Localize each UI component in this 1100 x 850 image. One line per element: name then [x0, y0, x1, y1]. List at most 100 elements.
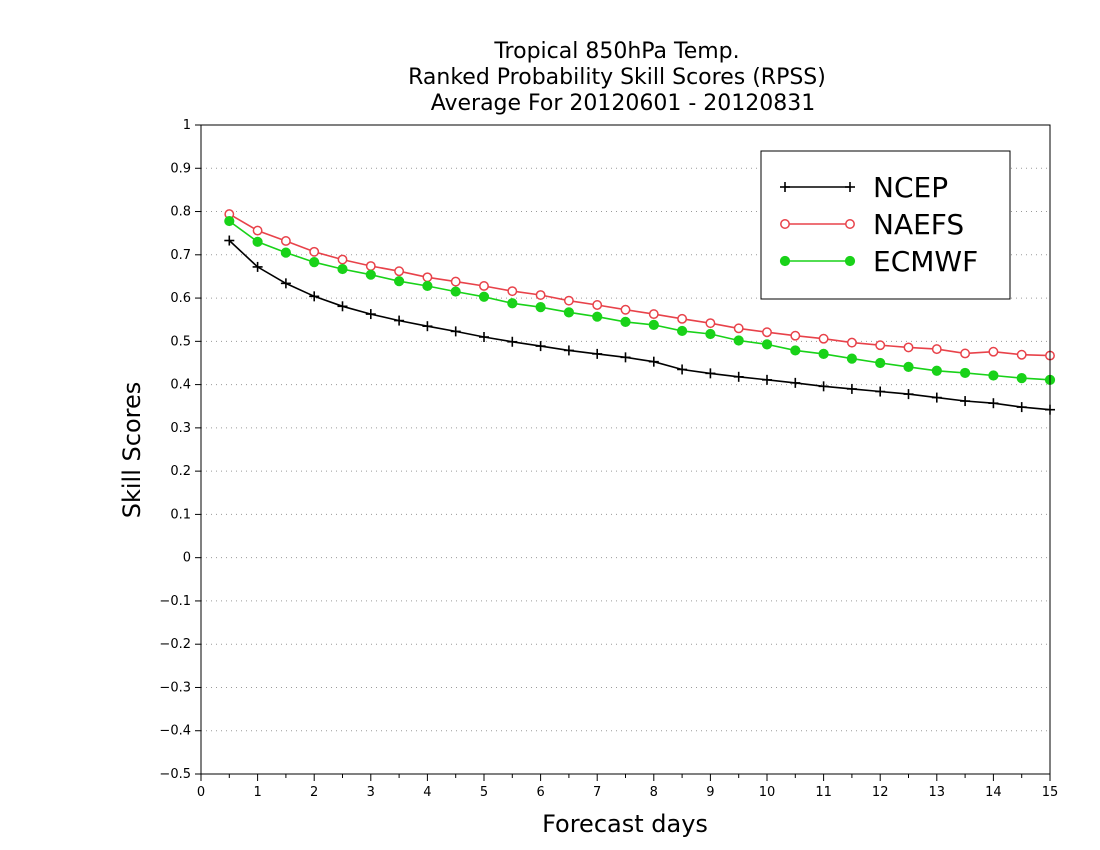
legend-item-ecmwf: ECMWF — [779, 245, 978, 278]
data-point-ecmwf — [365, 269, 376, 280]
data-point-ecmwf — [535, 302, 546, 313]
legend-label-naefs: NAEFS — [873, 208, 964, 241]
data-point-naefs — [931, 344, 942, 355]
data-point-naefs — [846, 337, 857, 348]
y-axis-label: Skill Scores — [118, 382, 146, 519]
legend-item-naefs: NAEFS — [780, 208, 964, 241]
data-point-naefs — [1016, 349, 1027, 360]
data-point-ecmwf — [931, 365, 942, 376]
data-point-ecmwf — [620, 316, 631, 327]
data-point-ecmwf — [705, 328, 716, 340]
x-tick-label: 15 — [1042, 785, 1059, 800]
data-point-naefs — [337, 254, 348, 265]
legend-label-ecmwf: ECMWF — [873, 245, 978, 278]
x-tick-label: 12 — [872, 785, 889, 800]
axis-ticks — [195, 124, 1051, 781]
data-point-ecmwf — [960, 367, 971, 379]
x-tick-label: 1 — [253, 785, 261, 800]
data-point-ecmwf — [507, 298, 518, 309]
legend-marker — [844, 255, 856, 267]
data-point-ncep — [422, 321, 433, 332]
title-line-2: Ranked Probability Skill Scores (RPSS) — [408, 65, 826, 90]
x-tick-label: 5 — [480, 785, 488, 800]
data-point-naefs — [280, 236, 291, 246]
x-tick-label: 9 — [706, 785, 714, 800]
data-point-ncep — [903, 389, 914, 400]
data-point-ecmwf — [450, 286, 461, 297]
data-point-ncep — [252, 261, 263, 272]
x-tick-label: 6 — [536, 785, 544, 800]
series-ecmwf — [224, 215, 1056, 385]
data-point-ncep — [563, 345, 574, 356]
data-point-ncep — [365, 309, 376, 320]
series-naefs — [224, 209, 1055, 361]
data-point-ncep — [1016, 402, 1027, 413]
data-point-naefs — [733, 323, 744, 334]
legend-box — [760, 150, 1011, 300]
title-line-3: Average For 20120601 - 20120831 — [431, 91, 816, 116]
data-point-ncep — [988, 398, 999, 409]
data-point-ncep — [790, 377, 801, 388]
data-point-ecmwf — [422, 280, 433, 292]
y-tick-label: 0.3 — [170, 421, 191, 436]
data-point-ecmwf — [224, 215, 235, 227]
title-line-1: Tropical 850hPa Temp. — [493, 39, 739, 64]
y-tick-label: 0.1 — [170, 507, 191, 522]
data-point-naefs — [507, 286, 518, 297]
data-point-naefs — [479, 281, 489, 291]
y-tick-label: 1 — [183, 118, 191, 133]
y-tick-label: 0.2 — [170, 464, 191, 479]
data-point-ecmwf — [677, 325, 688, 337]
legend-item-ncep: NCEP — [780, 171, 948, 204]
data-point-naefs — [705, 318, 716, 329]
data-point-ncep — [931, 392, 942, 403]
data-point-ncep — [450, 326, 461, 337]
data-point-naefs — [252, 225, 263, 236]
data-point-naefs — [648, 309, 659, 320]
data-point-naefs — [762, 327, 772, 338]
legend-marker — [780, 219, 790, 229]
y-tick-label: 0.7 — [170, 248, 191, 263]
data-point-ncep — [733, 371, 744, 382]
data-point-naefs — [365, 261, 376, 271]
data-point-ecmwf — [337, 263, 348, 275]
y-tick-label: −0.1 — [159, 594, 191, 609]
data-point-naefs — [790, 330, 801, 341]
data-point-naefs — [960, 348, 971, 359]
x-tick-label: 14 — [985, 785, 1002, 800]
y-tick-label: −0.2 — [159, 637, 191, 652]
data-point-ncep — [620, 352, 631, 363]
data-point-ecmwf — [903, 361, 914, 372]
data-point-naefs — [592, 300, 603, 310]
data-point-ncep — [846, 383, 857, 394]
data-point-ecmwf — [478, 291, 490, 302]
data-point-ecmwf — [818, 348, 829, 359]
plot-frame — [200, 124, 1051, 775]
data-point-ncep — [507, 336, 518, 347]
data-point-ecmwf — [648, 319, 659, 330]
data-point-ncep — [280, 278, 291, 289]
data-point-naefs — [394, 266, 405, 277]
data-point-ncep — [648, 356, 659, 367]
data-point-ncep — [394, 315, 405, 326]
data-point-ecmwf — [846, 353, 858, 364]
data-point-ncep — [224, 235, 235, 246]
data-point-naefs — [875, 340, 886, 351]
x-tick-label: 10 — [759, 785, 776, 800]
y-tick-label: 0 — [183, 551, 191, 566]
data-point-ncep — [705, 368, 716, 379]
legend: NCEP NAEFS ECMWF — [760, 150, 1011, 300]
series-ncep — [224, 235, 1055, 415]
data-point-ecmwf — [592, 311, 603, 322]
y-tick-label: 0.5 — [170, 334, 191, 349]
data-point-naefs — [422, 272, 433, 283]
data-point-ecmwf — [309, 257, 320, 268]
tick-labels: −0.5 −0.4 −0.3 −0.2 −0.1 0 0.1 0.2 0.3 0.4 0.5 0.6 0… — [159, 118, 1058, 800]
data-point-ncep — [875, 386, 886, 397]
data-point-ecmwf — [790, 345, 801, 356]
data-point-ecmwf — [875, 357, 886, 369]
series-layer — [224, 209, 1056, 415]
x-tick-label: 0 — [197, 785, 205, 800]
data-point-ecmwf — [394, 276, 405, 287]
